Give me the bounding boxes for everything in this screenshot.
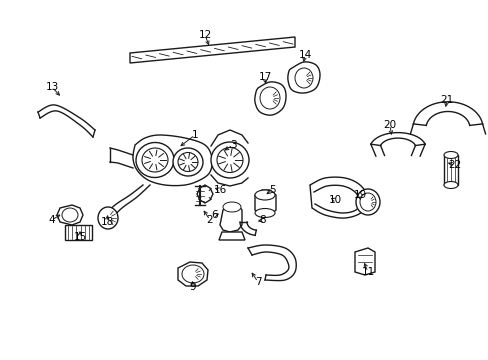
Ellipse shape [260,87,280,109]
Polygon shape [254,82,285,115]
Text: 5: 5 [268,185,275,195]
Ellipse shape [136,143,174,177]
Text: 18: 18 [100,217,113,227]
Ellipse shape [223,202,241,212]
Ellipse shape [254,190,274,200]
Text: 10: 10 [328,195,341,205]
Text: 19: 19 [353,190,366,200]
Text: 9: 9 [189,282,196,292]
Polygon shape [443,155,457,185]
Text: 3: 3 [229,140,236,150]
Polygon shape [133,135,212,186]
Text: 4: 4 [49,215,55,225]
Polygon shape [197,185,213,203]
Ellipse shape [182,265,203,283]
Ellipse shape [142,148,168,172]
Ellipse shape [178,153,198,171]
Polygon shape [354,248,374,275]
Text: 14: 14 [298,50,311,60]
Polygon shape [178,262,207,286]
Ellipse shape [173,148,203,176]
Polygon shape [130,37,294,63]
Text: 17: 17 [258,72,271,82]
Text: 11: 11 [361,267,374,277]
Ellipse shape [443,152,457,158]
Ellipse shape [217,148,243,172]
Text: 12: 12 [198,30,211,40]
Polygon shape [220,205,242,232]
Ellipse shape [443,181,457,189]
Polygon shape [309,177,367,218]
Polygon shape [287,62,319,93]
Text: 16: 16 [213,185,226,195]
Text: 1: 1 [191,130,198,140]
Polygon shape [65,225,92,240]
Polygon shape [57,205,83,225]
Text: 22: 22 [447,160,461,170]
Ellipse shape [355,189,379,215]
Text: 7: 7 [254,277,261,287]
Text: 21: 21 [440,95,453,105]
Ellipse shape [62,208,78,222]
Ellipse shape [359,193,375,211]
Text: 8: 8 [259,215,266,225]
Ellipse shape [294,68,312,88]
Polygon shape [254,190,275,215]
Text: 15: 15 [73,232,86,242]
Text: 2: 2 [206,215,213,225]
Text: 20: 20 [383,120,396,130]
Ellipse shape [98,207,118,229]
Ellipse shape [254,208,274,217]
Text: 6: 6 [211,210,218,220]
Ellipse shape [210,142,248,178]
Text: 13: 13 [45,82,59,92]
Polygon shape [219,232,244,240]
